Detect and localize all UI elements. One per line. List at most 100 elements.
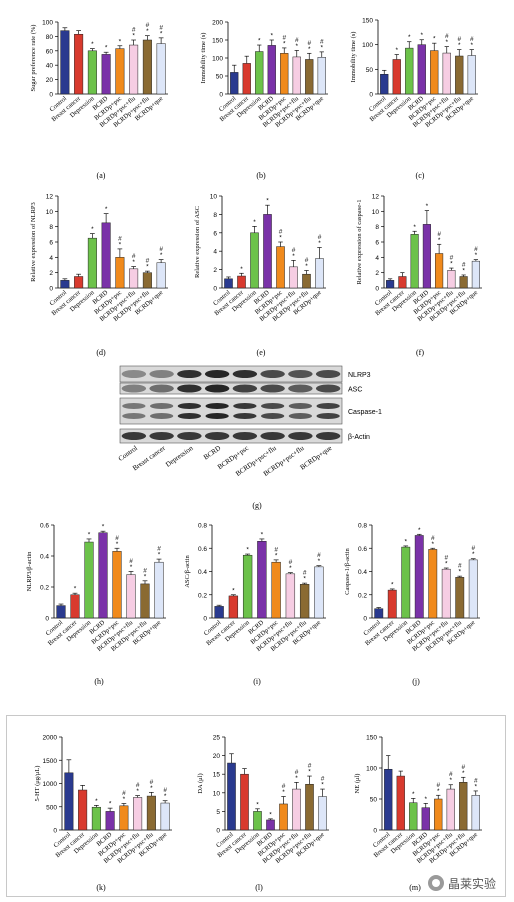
y-axis-label: Relative expression of ASC [194,206,201,278]
bar [471,260,480,289]
bar [142,39,152,95]
blot-lane-label: BCRD [202,444,222,461]
significance-mark: # [279,229,283,236]
significance-mark: * [150,785,153,792]
panel-label: (m) [409,883,421,892]
y-axis-label: Immobility time (s) [200,33,207,84]
significance-mark: * [391,581,394,588]
significance-mark: * [458,569,461,576]
significance-mark: * [426,203,429,210]
bar [430,50,439,95]
y-tick-label: 50 [370,797,378,804]
bar [101,222,111,289]
y-tick-label: 10 [213,790,221,797]
blot-band [122,413,146,419]
significance-mark: * [395,47,398,54]
bar [142,272,152,289]
bar [224,278,233,289]
y-tick-label: 0.6 [40,523,49,530]
panel-label: (e) [257,348,266,357]
blot-band [232,384,258,393]
significance-mark: # [318,234,322,241]
y-tick-label: 4 [213,249,217,256]
bar [455,577,465,619]
bar [401,546,411,619]
y-tick-label: 2000 [43,735,58,742]
significance-mark: * [246,547,249,554]
significance-mark: * [253,219,256,226]
significance-mark: * [269,811,272,818]
significance-mark: * [289,565,292,572]
significance-mark: * [123,796,126,803]
y-tick-label: 6 [49,240,53,247]
significance-mark: * [445,561,448,568]
blot-band [149,403,174,409]
significance-mark: * [132,259,135,266]
blot-band [316,403,340,409]
blot-band [121,370,147,378]
blot-band [205,403,229,409]
significance-mark: # [132,27,136,34]
blot-band [260,403,285,409]
bar [285,573,296,619]
panel-label: (d) [96,348,106,357]
significance-mark: # [150,779,154,786]
y-tick-label: 100 [366,766,377,773]
significance-mark: * [105,206,108,213]
significance-mark: * [433,36,436,43]
y-tick-label: 150 [366,735,377,742]
bar [398,276,407,289]
y-tick-label: 60 [46,48,54,55]
blot-band [315,384,341,393]
significance-mark: * [320,44,323,51]
significance-mark: * [164,793,167,800]
significance-mark: * [295,43,298,50]
y-tick-label: 8 [213,212,217,219]
blot-band [288,384,313,393]
significance-mark: # [159,24,163,31]
significance-mark: # [437,231,441,238]
significance-mark: * [295,775,298,782]
bar [317,57,326,95]
significance-mark: * [450,261,453,268]
blot-band [204,384,230,393]
bar [156,262,166,289]
significance-mark: * [308,769,311,776]
significance-mark: * [91,226,94,233]
chart-j: 00.20.40.60.8Caspase-1/β-actinControl*Br… [344,523,480,686]
significance-mark: * [318,558,321,565]
blot-band [121,432,147,440]
bar [156,43,166,95]
blot-band [288,370,313,378]
y-tick-label: 4 [49,255,53,262]
bar [315,258,324,289]
significance-mark: # [445,33,449,40]
bar [74,33,84,95]
bar [129,268,139,289]
blot-lane-label: Control [117,444,139,463]
significance-mark: # [431,535,435,542]
bar [441,568,451,619]
bar [459,276,468,289]
significance-mark: # [444,555,448,562]
significance-mark: * [292,253,295,260]
y-tick-label: 200 [212,20,223,27]
bar [405,47,414,95]
y-tick-label: 6 [375,240,379,247]
significance-mark: # [308,763,312,770]
y-tick-label: 10 [210,194,218,201]
blot-band-label: Caspase-1 [348,409,382,416]
y-tick-label: 15 [213,772,221,779]
significance-mark: # [474,777,478,784]
y-axis-label: ASC/β-actin [184,554,191,587]
significance-mark: * [158,552,161,559]
significance-mark: # [118,235,122,242]
blot-band [177,370,202,378]
y-tick-label: 0.4 [358,569,367,576]
significance-mark: # [307,40,311,47]
bar [280,53,289,95]
y-tick-label: 40 [46,63,54,70]
